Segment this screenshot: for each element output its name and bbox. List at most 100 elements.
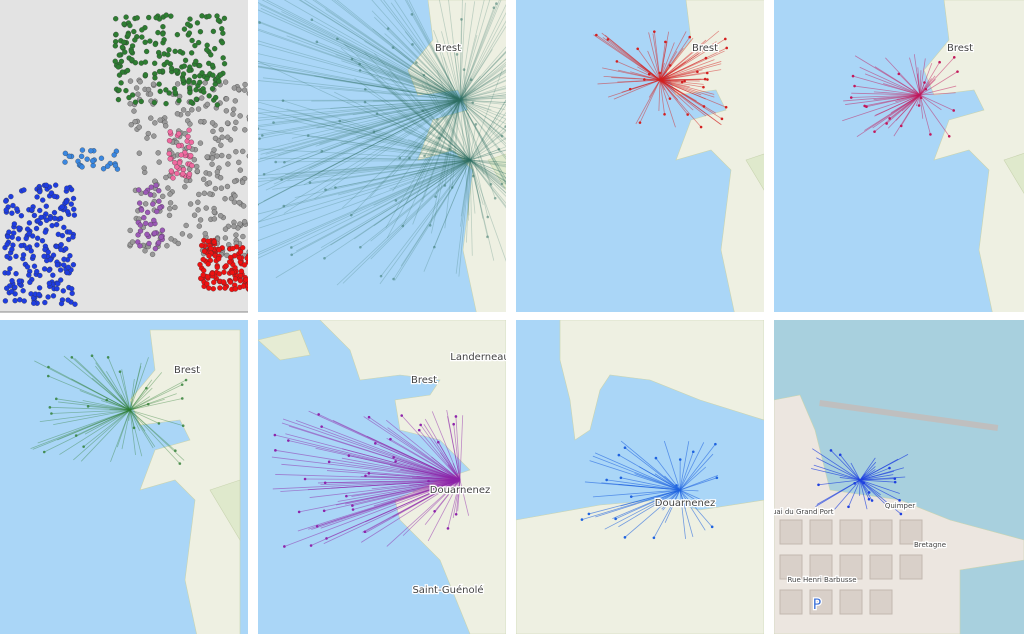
fix [587, 512, 591, 516]
trajectory [859, 474, 894, 481]
trajectory [664, 489, 681, 523]
trajectory [265, 99, 461, 191]
trajectory [75, 409, 131, 436]
trajectory [416, 97, 471, 161]
point [209, 270, 216, 277]
fix [500, 134, 504, 138]
trajectory [679, 489, 706, 531]
point [166, 47, 172, 53]
fix [486, 215, 490, 219]
trajectory [129, 379, 153, 411]
point [176, 160, 183, 166]
trajectory [648, 32, 661, 81]
trajectory [258, 99, 461, 119]
point [4, 253, 10, 260]
point [122, 49, 128, 55]
trajectory [371, 479, 461, 490]
fix [180, 397, 184, 400]
trajectory [258, 2, 461, 101]
fix [394, 460, 397, 463]
trajectory [48, 366, 131, 411]
trajectory [816, 457, 861, 481]
trajectory [469, 159, 506, 183]
trajectory [423, 159, 471, 272]
trajectory [659, 79, 704, 88]
trajectory [323, 479, 461, 545]
trajectory [258, 80, 461, 101]
trajectory [647, 50, 661, 81]
point [116, 87, 122, 93]
point [225, 161, 231, 167]
point [40, 197, 46, 203]
fix [495, 2, 498, 5]
point [224, 134, 231, 140]
trajectory [321, 99, 461, 152]
point [212, 185, 219, 192]
trajectory [839, 454, 861, 481]
building [779, 589, 803, 615]
trajectory [281, 99, 461, 168]
fix [323, 257, 326, 260]
point [24, 245, 30, 251]
fix [699, 125, 703, 129]
point [216, 247, 222, 253]
trajectory [340, 142, 471, 161]
fix [947, 134, 951, 138]
point [220, 30, 226, 36]
trajectory [314, 99, 461, 200]
point [41, 253, 47, 259]
trajectory [386, 99, 461, 239]
point [15, 236, 22, 242]
point [166, 150, 172, 157]
point [146, 14, 152, 21]
trajectory [388, 68, 471, 161]
point [138, 207, 145, 213]
trajectory [275, 159, 471, 163]
point [210, 72, 216, 78]
trajectory [659, 79, 676, 128]
trajectory [816, 479, 861, 505]
point [241, 203, 247, 209]
fix [434, 195, 437, 198]
point [121, 21, 127, 27]
trajectory [258, 99, 461, 126]
fix [870, 499, 874, 502]
point [201, 190, 208, 196]
trajectory [459, 75, 481, 101]
trajectory [859, 66, 921, 96]
trajectory [469, 159, 506, 185]
fix [262, 172, 266, 176]
land [745, 153, 764, 191]
trajectory [129, 409, 160, 424]
trajectory [653, 489, 681, 538]
trajectory [919, 58, 926, 96]
trajectory [299, 0, 461, 101]
trajectory [589, 460, 681, 491]
point [238, 268, 245, 274]
point [144, 135, 150, 141]
point [209, 155, 216, 161]
point [156, 68, 163, 75]
trajectory [469, 159, 481, 204]
building [839, 554, 863, 580]
point [195, 39, 202, 46]
point [168, 65, 175, 72]
trajectory [679, 489, 699, 492]
fix [423, 154, 426, 158]
trajectory [459, 99, 503, 137]
fix [629, 495, 633, 498]
point [142, 72, 149, 78]
trajectory [331, 124, 471, 161]
fix [324, 188, 327, 192]
trajectory [129, 396, 151, 411]
point [78, 153, 85, 159]
point [45, 294, 51, 300]
point [186, 85, 193, 91]
trajectory [91, 377, 131, 411]
point [185, 133, 191, 140]
trajectory [459, 94, 506, 101]
point [67, 229, 73, 235]
trajectory [624, 489, 681, 538]
fix [510, 90, 513, 93]
